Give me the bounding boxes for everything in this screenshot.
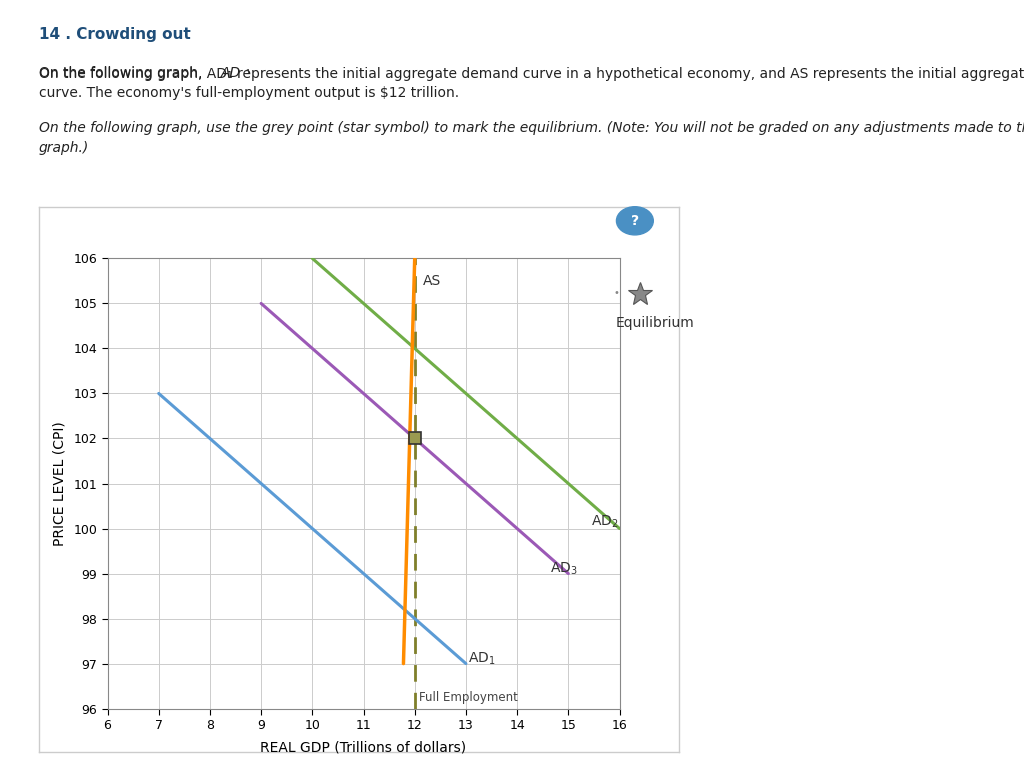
Text: On the following graph, AD₁ represents the initial aggregate demand curve in a h: On the following graph, AD₁ represents t… — [39, 67, 1024, 100]
X-axis label: REAL GDP (Trillions of dollars): REAL GDP (Trillions of dollars) — [260, 741, 467, 754]
Text: 14 . Crowding out: 14 . Crowding out — [39, 27, 190, 42]
Text: AD: AD — [221, 66, 242, 80]
Text: Equilibrium: Equilibrium — [616, 316, 694, 330]
Text: On the following graph, use the grey point (star symbol) to mark the equilibrium: On the following graph, use the grey poi… — [39, 121, 1024, 155]
Text: ₁: ₁ — [245, 66, 249, 76]
Text: AD$_3$: AD$_3$ — [551, 561, 579, 577]
Text: AS: AS — [422, 274, 440, 288]
Text: On the following graph,: On the following graph, — [39, 66, 207, 80]
Text: ?: ? — [631, 214, 639, 228]
Text: •: • — [613, 288, 620, 298]
Text: AD$_2$: AD$_2$ — [591, 514, 618, 530]
Text: AD$_1$: AD$_1$ — [469, 651, 496, 667]
Text: Full Employment: Full Employment — [419, 691, 518, 704]
Y-axis label: PRICE LEVEL (CPI): PRICE LEVEL (CPI) — [52, 421, 67, 546]
